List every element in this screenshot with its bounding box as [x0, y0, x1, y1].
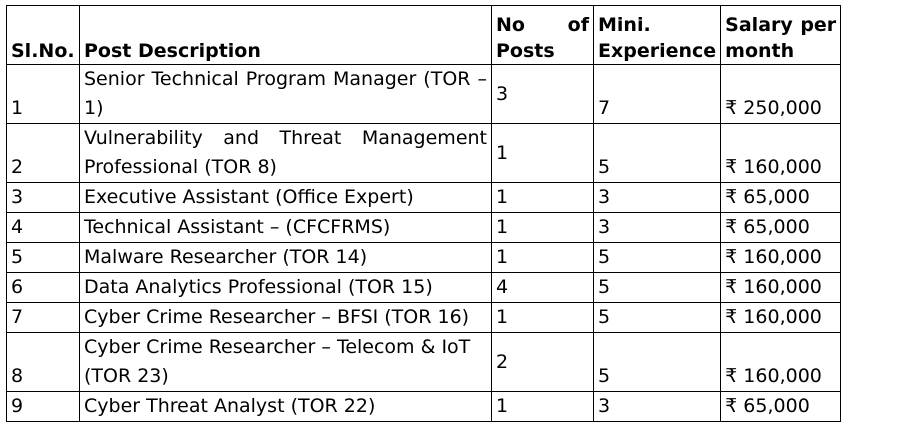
cell-post-description: Cyber Threat Analyst (TOR 22) [79, 391, 492, 422]
cell-post-description: Cyber Crime Researcher – BFSI (TOR 16) [79, 302, 492, 333]
cell-experience: 5 [592, 302, 722, 333]
table-row: 2 Vulnerability and Threat Management Pr… [6, 123, 842, 183]
table-row: 4 Technical Assistant – (CFCFRMS) 1 3 ₹ … [6, 212, 842, 243]
cell-sl-no: 7 [6, 302, 80, 333]
header-no-of-posts-word3: Posts [496, 40, 555, 62]
header-experience: Mini. Experience [592, 5, 722, 65]
cell-salary: ₹ 65,000 [720, 391, 842, 422]
cell-post-description: Malware Researcher (TOR 14) [79, 242, 492, 273]
header-salary-word2: per [800, 14, 837, 36]
table-header-row: Sl.No. Post Description No of Posts Mini.… [6, 5, 842, 65]
cell-no-of-posts: 2 [491, 332, 594, 392]
cell-no-of-posts: 1 [491, 123, 594, 183]
cell-experience: 5 [592, 242, 722, 273]
cell-post-description: Technical Assistant – (CFCFRMS) [79, 212, 492, 243]
cell-experience: 5 [592, 123, 722, 183]
header-no-of-posts: No of Posts [491, 5, 594, 65]
table-row: 8 Cyber Crime Researcher – Telecom & IoT… [6, 332, 842, 392]
cell-no-of-posts: 1 [491, 242, 594, 273]
cell-post-description: Senior Technical Program Manager (TOR – … [79, 64, 492, 124]
cell-post-description: Data Analytics Professional (TOR 15) [79, 272, 492, 303]
header-experience-word1: Mini. [598, 14, 651, 36]
table-row: 1 Senior Technical Program Manager (TOR … [6, 64, 842, 124]
cell-post-description: Executive Assistant (Office Expert) [79, 182, 492, 213]
header-no-of-posts-word2: of [567, 14, 589, 36]
header-salary-word1: Salary [725, 14, 793, 36]
cell-sl-no: 4 [6, 212, 80, 243]
table-row: 3 Executive Assistant (Office Expert) 1 … [6, 182, 842, 213]
cell-salary: ₹ 160,000 [720, 242, 842, 273]
cell-experience: 5 [592, 332, 722, 392]
cell-salary: ₹ 65,000 [720, 212, 842, 243]
cell-salary: ₹ 65,000 [720, 182, 842, 213]
cell-no-of-posts: 1 [491, 212, 594, 243]
cell-no-of-posts: 1 [491, 302, 594, 333]
cell-salary: ₹ 160,000 [720, 272, 842, 303]
cell-sl-no: 8 [6, 332, 80, 392]
cell-salary: ₹ 160,000 [720, 332, 842, 392]
cell-post-description: Vulnerability and Threat Management Prof… [79, 123, 492, 183]
cell-sl-no: 2 [6, 123, 80, 183]
cell-sl-no: 5 [6, 242, 80, 273]
cell-experience: 3 [592, 182, 722, 213]
header-sl-no: Sl.No. [6, 5, 80, 65]
header-no-of-posts-word1: No [496, 14, 525, 36]
header-salary-word3: month [725, 40, 795, 62]
cell-sl-no: 3 [6, 182, 80, 213]
header-experience-word2: Experience [598, 40, 717, 62]
cell-sl-no: 9 [6, 391, 80, 422]
cell-no-of-posts: 3 [491, 64, 594, 124]
cell-post-description: Cyber Crime Researcher – Telecom & IoT (… [79, 332, 492, 392]
header-post-description: Post Description [79, 5, 492, 65]
cell-salary: ₹ 160,000 [720, 302, 842, 333]
cell-salary: ₹ 250,000 [720, 64, 842, 124]
cell-sl-no: 1 [6, 64, 80, 124]
cell-sl-no: 6 [6, 272, 80, 303]
cell-experience: 5 [592, 272, 722, 303]
header-salary: Salary per month [720, 5, 842, 65]
cell-no-of-posts: 1 [491, 391, 594, 422]
table-row: 9 Cyber Threat Analyst (TOR 22) 1 3 ₹ 65… [6, 391, 842, 422]
posts-table: Sl.No. Post Description No of Posts Mini.… [6, 5, 842, 422]
table-row: 5 Malware Researcher (TOR 14) 1 5 ₹ 160,… [6, 242, 842, 273]
cell-salary: ₹ 160,000 [720, 123, 842, 183]
cell-experience: 7 [592, 64, 722, 124]
table-row: 6 Data Analytics Professional (TOR 15) 4… [6, 272, 842, 303]
cell-experience: 3 [592, 391, 722, 422]
table-row: 7 Cyber Crime Researcher – BFSI (TOR 16)… [6, 302, 842, 333]
cell-no-of-posts: 1 [491, 182, 594, 213]
cell-no-of-posts: 4 [491, 272, 594, 303]
cell-experience: 3 [592, 212, 722, 243]
